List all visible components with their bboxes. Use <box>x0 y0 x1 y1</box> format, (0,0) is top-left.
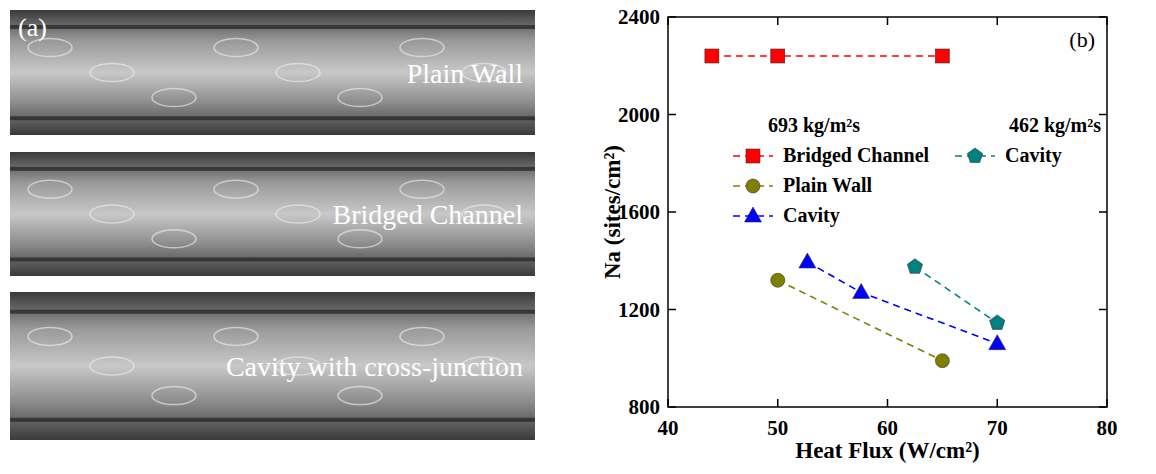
y-tick-label: 800 <box>629 395 661 419</box>
photo-detail <box>400 180 444 198</box>
photo-detail <box>214 180 258 198</box>
data-point <box>771 49 785 63</box>
data-layer <box>705 49 1006 368</box>
data-point <box>989 335 1006 350</box>
photo-detail <box>338 387 382 405</box>
photo-label: Bridged Channel <box>332 199 523 230</box>
photo-detail <box>28 327 72 345</box>
photo-detail <box>338 89 382 107</box>
y-tick <box>1099 211 1107 213</box>
x-tick <box>997 399 999 407</box>
photo <box>10 10 535 135</box>
photo-detail <box>152 89 196 107</box>
x-tick-label: 80 <box>1097 416 1118 440</box>
photo-detail <box>152 387 196 405</box>
x-axis-title: Heat Flux (W/cm²) <box>795 438 979 463</box>
plot-frame <box>668 17 1107 407</box>
figure: Plain Wall Bridged Channel Cavity with cro… <box>0 0 1156 474</box>
photo-detail <box>214 39 258 57</box>
photo-detail <box>10 116 535 120</box>
x-tick-label: 50 <box>767 416 788 440</box>
y-tick <box>1099 309 1107 311</box>
data-point <box>935 354 949 368</box>
legend: 693 kg/m²s Bridged Channel Plain Wall Cavit… <box>733 114 1101 227</box>
photo-detail <box>28 180 72 198</box>
legend-label: Bridged Channel <box>783 144 930 167</box>
y-tick-label: 1200 <box>618 298 660 322</box>
x-tick <box>777 17 779 25</box>
photo-label: Plain Wall <box>407 58 523 89</box>
y-tick-label: 2400 <box>618 5 660 29</box>
photo-detail <box>276 64 320 82</box>
x-tick <box>777 399 779 407</box>
legend-label: Plain Wall <box>783 174 873 196</box>
photo-label: Cavity with cross-junction <box>226 351 523 382</box>
x-tick <box>997 17 999 25</box>
x-tick-label: 60 <box>877 416 898 440</box>
panel-letter: (a) <box>18 13 47 42</box>
x-tick <box>887 399 889 407</box>
panel-letter: (b) <box>1069 27 1095 52</box>
data-point <box>907 259 922 273</box>
x-tick-label: 70 <box>987 416 1008 440</box>
photo-detail <box>10 310 535 314</box>
photo-detail <box>90 205 134 223</box>
series-line <box>807 262 997 344</box>
y-tick <box>668 309 676 311</box>
legend-group-title: 462 kg/m²s <box>1009 114 1101 137</box>
y-tick-label: 2000 <box>618 103 660 127</box>
legend-label: Cavity <box>783 204 840 227</box>
legend-marker <box>746 179 760 193</box>
photo-detail <box>152 230 196 248</box>
y-tick <box>668 211 676 213</box>
photo-detail <box>338 230 382 248</box>
series-line <box>778 280 943 360</box>
legend-marker <box>746 149 760 163</box>
photo-detail <box>10 418 535 422</box>
legend-marker <box>745 207 762 222</box>
photo <box>10 292 535 440</box>
x-tick-label: 40 <box>658 416 679 440</box>
photo-detail <box>90 64 134 82</box>
data-point <box>990 315 1005 329</box>
photo-detail <box>400 39 444 57</box>
data-point <box>853 283 870 298</box>
data-point <box>705 49 719 63</box>
photo-detail <box>10 257 535 261</box>
data-point <box>799 253 816 268</box>
data-point <box>771 273 785 287</box>
y-axis-title: Na (sites/cm²) <box>600 145 625 279</box>
y-tick <box>668 114 676 116</box>
legend-label: Cavity <box>1005 144 1062 167</box>
data-point <box>935 49 949 63</box>
photo-detail <box>276 205 320 223</box>
legend-group-title: 693 kg/m²s <box>768 114 860 137</box>
photo-detail <box>90 357 134 375</box>
photo-detail <box>400 327 444 345</box>
photo-detail <box>10 25 535 29</box>
legend-marker <box>967 148 982 162</box>
photo-detail <box>10 167 535 171</box>
series-line <box>915 267 997 323</box>
series-line <box>712 55 942 57</box>
photo <box>10 152 535 276</box>
photo-detail <box>214 327 258 345</box>
x-tick <box>887 17 889 25</box>
